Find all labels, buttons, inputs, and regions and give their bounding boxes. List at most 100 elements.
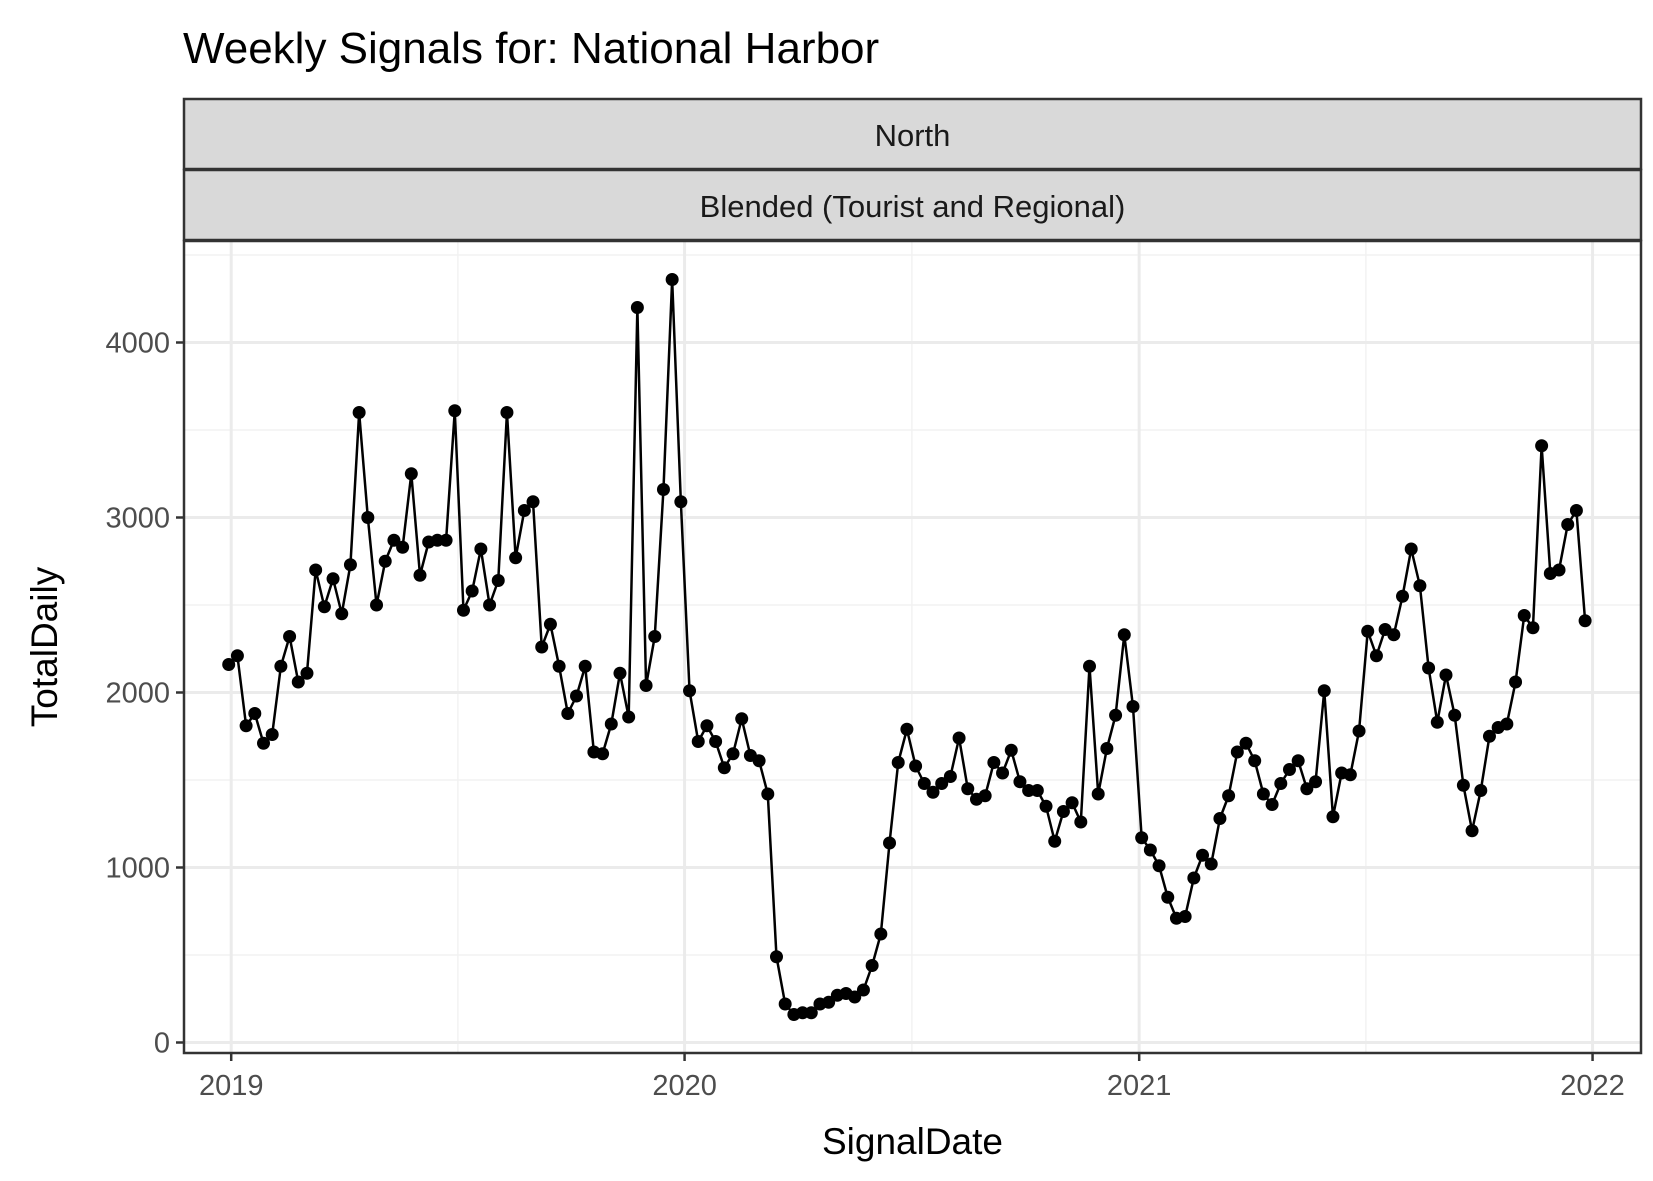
data-point-44 (604, 717, 618, 731)
data-point-97 (1065, 796, 1079, 810)
data-point-3 (248, 707, 262, 720)
data-point-110 (1178, 910, 1192, 923)
data-point-2 (239, 719, 253, 733)
data-point-7 (283, 630, 297, 643)
data-point-4 (257, 736, 270, 750)
y-tick-label-4: 4000 (105, 328, 170, 360)
facet-strip-north: North (182, 97, 1643, 171)
data-point-123 (1291, 754, 1305, 768)
data-point-25 (439, 533, 453, 547)
y-tick-label-0: 0 (154, 1028, 170, 1060)
data-point-141 (1448, 708, 1462, 722)
data-point-103 (1117, 628, 1131, 642)
data-point-119 (1256, 787, 1270, 801)
data-point-116 (1230, 745, 1244, 759)
data-point-155 (1569, 504, 1583, 517)
data-point-33 (509, 551, 523, 565)
data-point-105 (1135, 831, 1149, 845)
data-point-129 (1343, 768, 1357, 782)
data-point-113 (1204, 857, 1218, 871)
facet-strip-segment-bg (182, 168, 1643, 242)
data-point-94 (1039, 799, 1053, 813)
series-total-daily (222, 273, 1592, 1021)
data-point-41 (578, 659, 592, 673)
plot-panel-border (182, 239, 1643, 1055)
data-point-38 (552, 659, 566, 673)
data-point-136 (1404, 542, 1418, 556)
data-point-77 (891, 756, 905, 769)
x-tick-label-2: 2021 (1107, 1070, 1172, 1102)
data-point-51 (665, 273, 679, 286)
data-point-62 (761, 787, 775, 801)
data-point-154 (1561, 518, 1575, 531)
data-point-139 (1430, 715, 1444, 729)
y-tick-label-2: 2000 (105, 678, 170, 710)
data-point-73 (856, 983, 870, 997)
data-point-144 (1474, 784, 1488, 797)
facet-strip-north-label: North (875, 118, 951, 153)
facet-strip-segment: Blended (Tourist and Regional) (182, 168, 1643, 242)
data-point-148 (1509, 675, 1523, 689)
data-point-131 (1361, 624, 1375, 638)
data-point-59 (735, 712, 749, 726)
data-point-30 (483, 598, 497, 612)
data-point-149 (1517, 609, 1531, 622)
x-tick-label-3: 2022 (1560, 1070, 1625, 1102)
data-point-46 (622, 710, 636, 724)
y-axis-title: TotalDaily (24, 566, 65, 727)
data-point-50 (656, 483, 670, 496)
data-point-37 (543, 617, 557, 631)
data-point-102 (1109, 708, 1123, 722)
data-point-79 (909, 759, 923, 773)
data-point-130 (1352, 724, 1366, 738)
y-tick-label-1: 1000 (105, 853, 170, 885)
data-point-39 (561, 707, 575, 720)
data-point-117 (1239, 736, 1253, 750)
data-point-127 (1326, 810, 1340, 824)
data-point-126 (1317, 684, 1331, 698)
data-point-35 (526, 495, 540, 509)
data-point-22 (413, 568, 427, 582)
data-point-99 (1083, 659, 1096, 673)
data-point-72 (848, 990, 862, 1004)
data-point-6 (274, 659, 288, 673)
data-point-124 (1300, 782, 1314, 796)
data-point-83 (943, 770, 957, 783)
data-point-82 (935, 777, 949, 790)
grid-major (184, 241, 1641, 1053)
data-point-96 (1056, 805, 1070, 818)
data-point-19 (387, 533, 401, 547)
data-point-17 (370, 598, 384, 612)
data-point-112 (1196, 848, 1210, 862)
data-point-5 (265, 728, 279, 741)
data-point-12 (326, 572, 340, 586)
data-point-135 (1396, 589, 1410, 603)
data-point-107 (1152, 859, 1166, 873)
data-point-13 (335, 607, 349, 621)
data-point-76 (883, 836, 897, 850)
data-point-26 (448, 404, 462, 418)
grid-minor (184, 241, 1641, 1053)
data-point-0 (222, 658, 236, 671)
data-point-36 (535, 640, 549, 654)
data-point-84 (952, 731, 966, 745)
data-point-137 (1413, 579, 1427, 593)
data-point-121 (1274, 777, 1288, 790)
data-point-89 (996, 766, 1010, 780)
data-point-16 (361, 511, 375, 524)
data-point-29 (474, 542, 488, 556)
data-point-78 (900, 722, 914, 736)
data-point-10 (309, 563, 323, 577)
chart-title: Weekly Signals for: National Harbor (183, 24, 879, 73)
data-point-100 (1091, 787, 1105, 801)
data-point-95 (1048, 834, 1062, 848)
data-point-55 (700, 719, 714, 733)
data-point-134 (1387, 628, 1401, 642)
data-point-56 (709, 735, 723, 748)
data-point-81 (926, 785, 940, 799)
data-point-156 (1578, 614, 1592, 628)
data-point-90 (1004, 743, 1018, 757)
data-point-45 (613, 666, 627, 680)
data-point-1 (230, 649, 244, 663)
